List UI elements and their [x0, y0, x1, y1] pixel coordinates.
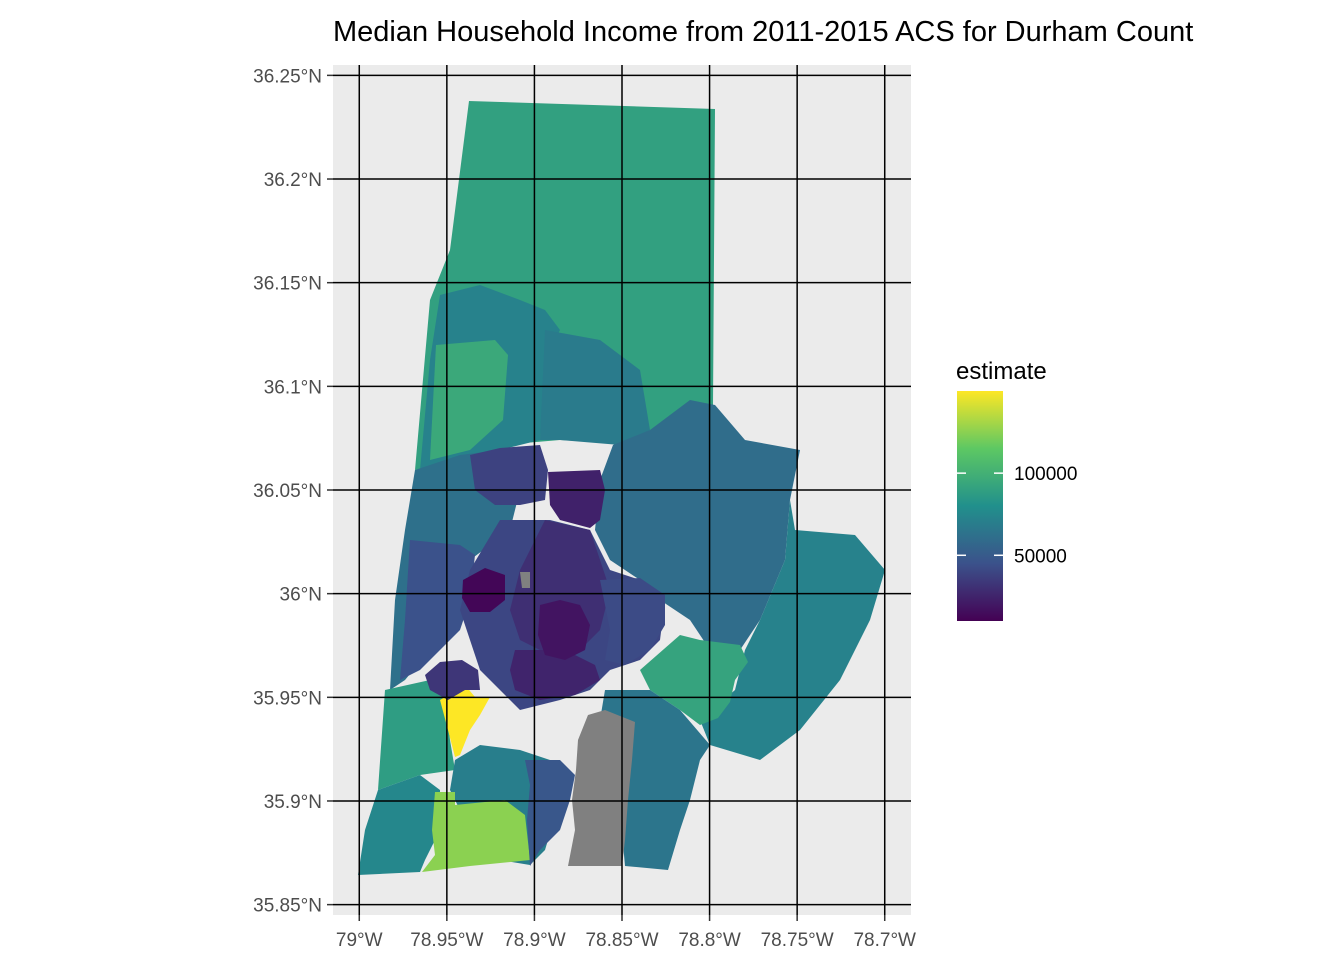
- y-tick-label: 35.9°N: [264, 792, 322, 813]
- tract-far-east: [700, 500, 885, 760]
- y-tick-label: 36.15°N: [253, 274, 322, 295]
- tract-southwest-edge: [358, 775, 440, 875]
- tract-north-purple: [548, 470, 605, 528]
- y-tick-label: 36°N: [280, 585, 322, 606]
- y-tick-label: 36.25°N: [253, 66, 322, 87]
- tract-layer: [358, 101, 885, 875]
- tract-south-mid-blue: [525, 760, 575, 866]
- legend-label: 100000: [1014, 464, 1077, 485]
- x-tick-label: 78.75°W: [761, 930, 834, 951]
- tract-east-large: [595, 400, 800, 650]
- x-tick-label: 79°W: [336, 930, 383, 951]
- y-axis: 35.85°N 35.9°N 35.95°N 36°N 36.05°N 36.1°N 36.…: [253, 66, 333, 917]
- legend: estimate 100000 50000: [956, 358, 1077, 621]
- tract-central-blue-1: [400, 540, 475, 680]
- legend-ticks: 100000 50000: [957, 464, 1077, 567]
- tract-southwest-purple: [425, 660, 480, 700]
- tract-downtown-dark: [538, 600, 590, 660]
- tract-northwest-highland: [430, 340, 508, 460]
- tract-central-darkest: [462, 568, 505, 612]
- tract-west-yellow: [440, 685, 490, 757]
- x-tick-label: 78.8°W: [678, 930, 741, 951]
- tract-central-purple-2: [510, 650, 600, 700]
- tract-east-mid-blue: [600, 578, 665, 665]
- x-tick-label: 78.7°W: [853, 930, 916, 951]
- y-tick-label: 36.05°N: [253, 481, 322, 502]
- x-tick-label: 78.95°W: [410, 930, 483, 951]
- legend-label: 50000: [1014, 546, 1067, 567]
- x-axis: 79°W 78.95°W 78.9°W 78.85°W 78.8°W 78.75°W 78.…: [336, 915, 916, 951]
- y-tick-label: 36.2°N: [264, 170, 322, 191]
- x-tick-label: 78.85°W: [585, 930, 658, 951]
- tract-south-lime: [422, 792, 530, 872]
- map-title: Median Household Income from 2011-2015 A…: [333, 16, 1193, 48]
- tract-southeast-green: [640, 635, 748, 725]
- tract-small-gray: [520, 572, 530, 588]
- graticule: [333, 65, 911, 915]
- legend-colorbar: [957, 391, 1003, 621]
- tract-rtp-gray: [568, 710, 635, 866]
- x-tick-label: 78.9°W: [503, 930, 566, 951]
- y-tick-label: 36.1°N: [264, 377, 322, 398]
- tract-southwest-green: [378, 680, 455, 790]
- y-tick-label: 35.85°N: [253, 896, 322, 917]
- y-tick-label: 35.95°N: [253, 688, 322, 709]
- legend-title: estimate: [956, 358, 1047, 385]
